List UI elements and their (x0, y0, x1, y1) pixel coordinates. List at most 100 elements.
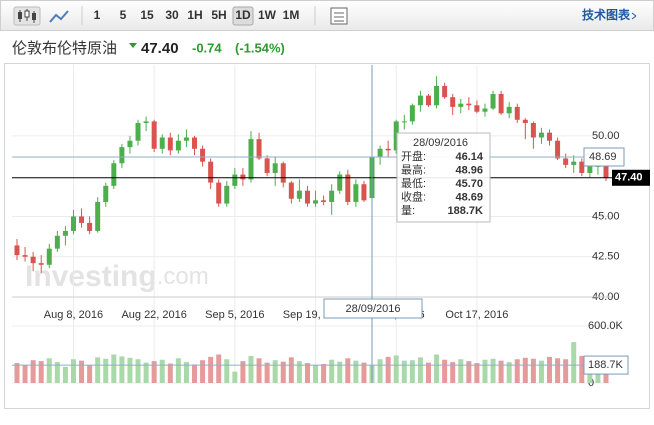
price: 47.40 (141, 40, 179, 57)
volume-bar (571, 342, 577, 383)
candle-body (54, 235, 60, 249)
candle-body (530, 123, 536, 138)
candle-body (95, 201, 101, 231)
period-button[interactable]: 1W (258, 8, 277, 22)
candle-body (14, 245, 20, 256)
candle-body (200, 148, 206, 162)
chart-frame (4, 63, 650, 409)
candle-body (425, 95, 431, 106)
volume-bar (272, 360, 278, 383)
instrument-name: 伦敦布伦特原油 (12, 40, 117, 57)
crosshair-date-label: 28/09/2016 (345, 303, 400, 315)
watermark-main: Investing (25, 260, 157, 293)
period-button[interactable]: 1H (187, 8, 202, 22)
tech-chart-link[interactable]: 技术图表 (582, 7, 631, 22)
candle-body (321, 200, 327, 202)
candle-body (256, 139, 262, 159)
period-button[interactable]: 5H (211, 8, 226, 22)
candle-body (175, 140, 181, 151)
volume-bar (417, 357, 423, 383)
volume-bar (14, 363, 20, 383)
volume-bar (522, 357, 528, 383)
volume-bar (579, 355, 585, 383)
candle-body (337, 174, 343, 191)
candle-body (288, 182, 294, 199)
volume-bar (345, 358, 351, 383)
period-button[interactable]: 1 (94, 8, 101, 22)
candle-body (353, 184, 359, 202)
candle-body (22, 255, 28, 257)
period-button[interactable]: 1D (235, 8, 251, 22)
volume-bar (248, 355, 254, 383)
candle-body (208, 161, 214, 183)
crosshair-price-box (583, 147, 625, 167)
volume-bar (264, 362, 270, 383)
volume-bar (280, 361, 286, 383)
volume-bar (393, 355, 399, 383)
period-button[interactable]: 1M (283, 8, 300, 22)
volume-bar (474, 363, 480, 383)
x-tick-label: Aug 22, 2016 (121, 309, 186, 321)
active-period (232, 6, 254, 26)
candle-body (547, 132, 553, 141)
candle-body (458, 103, 464, 107)
volume-bar (321, 364, 327, 383)
candle-icon[interactable] (13, 6, 41, 26)
candle-body (167, 137, 173, 151)
volume-bar (95, 357, 101, 383)
tooltip-value: 46.14 (455, 151, 483, 163)
candle-body (70, 216, 76, 231)
tooltip-date: 28/09/2016 (413, 137, 468, 149)
candle-body (240, 174, 246, 180)
volume-bar (377, 359, 383, 383)
period-button[interactable]: 5 (120, 8, 127, 22)
candle-body (474, 105, 480, 112)
candle-body (514, 106, 520, 120)
candle-body (401, 121, 407, 123)
candle-body (264, 158, 270, 173)
y-tick-label: 50.00 (592, 130, 620, 142)
candle-body (119, 147, 125, 164)
volume-bar (288, 357, 294, 383)
watermark: Investing.com (25, 260, 209, 293)
candle-body (232, 174, 238, 186)
candle-body (466, 103, 472, 106)
tooltip-value: 48.96 (455, 164, 483, 176)
tooltip-box (396, 132, 491, 223)
candle-body (248, 139, 254, 180)
period-button[interactable]: 30 (165, 8, 179, 22)
line-icon[interactable] (49, 10, 69, 23)
volume-bar (127, 357, 133, 383)
candle-body (538, 132, 544, 138)
candle-body (46, 248, 52, 265)
y-tick-label: 42.50 (592, 251, 620, 263)
volume-bar (46, 358, 52, 383)
candle-body (62, 230, 68, 236)
candle-body (111, 163, 117, 186)
volume-bar (62, 366, 68, 383)
volume-bar (135, 359, 141, 383)
volume-bar (111, 354, 117, 383)
candle-body (127, 140, 133, 148)
volume-bar (200, 360, 206, 383)
candle-body (482, 108, 488, 112)
volume-bar (167, 363, 173, 383)
candle-body (450, 97, 456, 107)
candle-body (361, 184, 367, 201)
volume-bar (143, 362, 149, 383)
crosshair-volume-box (583, 355, 629, 375)
volume-bar (458, 359, 464, 383)
volume-bar (442, 359, 448, 383)
candle-body (329, 190, 335, 202)
volume-bar (538, 360, 544, 383)
candle-body (135, 123, 141, 141)
y-tick-label: 45.00 (592, 210, 620, 222)
period-button[interactable]: 15 (140, 8, 154, 22)
candle-body (103, 185, 109, 202)
volume-bar (555, 358, 561, 383)
volume-bar (87, 364, 93, 383)
settings-icon[interactable] (330, 7, 348, 25)
candle-body (280, 163, 286, 183)
candle-body (490, 94, 496, 109)
